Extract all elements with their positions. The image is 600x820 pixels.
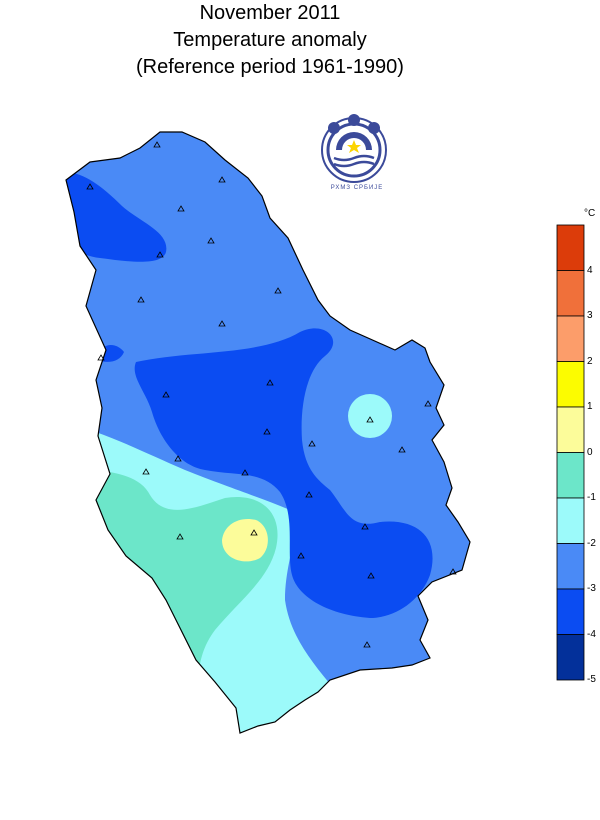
station-triangle-icon xyxy=(424,400,432,407)
station-triangle-icon xyxy=(449,568,457,575)
legend-class-8 xyxy=(556,588,585,635)
legend-class-0 xyxy=(556,224,585,271)
station-triangle-icon xyxy=(363,641,371,648)
title-line-1: November 2011 xyxy=(199,2,341,24)
weather-stations xyxy=(86,141,457,648)
legend-tick-label: 1 xyxy=(587,401,593,412)
station-triangle-icon xyxy=(241,469,249,476)
legend-tick-label: -4 xyxy=(587,628,596,640)
station-triangle-icon xyxy=(308,440,316,447)
anomaly-contours xyxy=(66,132,470,733)
station-triangle-icon xyxy=(250,529,258,536)
legend-tick-label: -3 xyxy=(587,583,596,594)
legend-class-4 xyxy=(556,406,585,453)
station-triangle-icon xyxy=(177,205,185,212)
legend-tick-label: 3 xyxy=(587,310,593,321)
station-triangle-icon xyxy=(367,572,375,579)
legend-tick-label: -1 xyxy=(587,492,596,503)
station-triangle-icon xyxy=(174,455,182,462)
map-title: November 2011 Temperature anomaly (Refer… xyxy=(0,0,540,81)
legend-class-2 xyxy=(556,315,585,362)
rhmz-logo-icon xyxy=(316,114,396,189)
legend-color-bar xyxy=(556,224,585,681)
station-triangle-icon xyxy=(86,183,94,190)
station-triangle-icon xyxy=(266,379,274,386)
zone-0-to-1 xyxy=(222,518,268,562)
station-triangle-icon xyxy=(263,428,271,435)
station-triangle-icon xyxy=(366,416,374,423)
station-triangle-icon xyxy=(218,320,226,327)
station-triangle-icon xyxy=(398,446,406,453)
legend-tick-label: 0 xyxy=(587,446,593,458)
station-triangle-icon xyxy=(97,354,105,361)
legend-tick-label: 4 xyxy=(587,264,593,276)
station-triangle-icon xyxy=(207,237,215,244)
station-triangle-icon xyxy=(176,533,184,540)
zone-minus1-to-minus2-east xyxy=(348,394,392,438)
zone-minus3-to-minus4-nw xyxy=(66,171,167,262)
legend-class-6 xyxy=(556,497,585,544)
title-line-2: Temperature anomaly xyxy=(173,29,367,51)
legend-unit: °C xyxy=(584,208,596,219)
legend-class-1 xyxy=(556,270,585,317)
legend-class-9 xyxy=(556,634,585,681)
station-triangle-icon xyxy=(137,296,145,303)
station-triangle-icon xyxy=(153,141,161,148)
legend-tick-label: 2 xyxy=(587,355,593,367)
legend-class-5 xyxy=(556,452,585,499)
station-triangle-icon xyxy=(142,468,150,475)
station-triangle-icon xyxy=(218,176,226,183)
station-triangle-icon xyxy=(162,391,170,398)
zone-minus3-to-minus4-central xyxy=(134,328,433,618)
legend-tick-label: -2 xyxy=(587,537,596,549)
station-triangle-icon xyxy=(274,287,282,294)
station-triangle-icon xyxy=(297,552,305,559)
station-triangle-icon xyxy=(361,523,369,530)
logo-caption: РХМЗ СРБИЈЕ xyxy=(330,185,384,191)
legend-class-7 xyxy=(556,543,585,590)
station-triangle-icon xyxy=(156,251,164,258)
station-triangle-icon xyxy=(305,491,313,498)
title-line-3: (Reference period 1961-1990) xyxy=(136,56,404,78)
legend-class-3 xyxy=(556,361,585,408)
legend-tick-label: -5 xyxy=(587,674,596,685)
